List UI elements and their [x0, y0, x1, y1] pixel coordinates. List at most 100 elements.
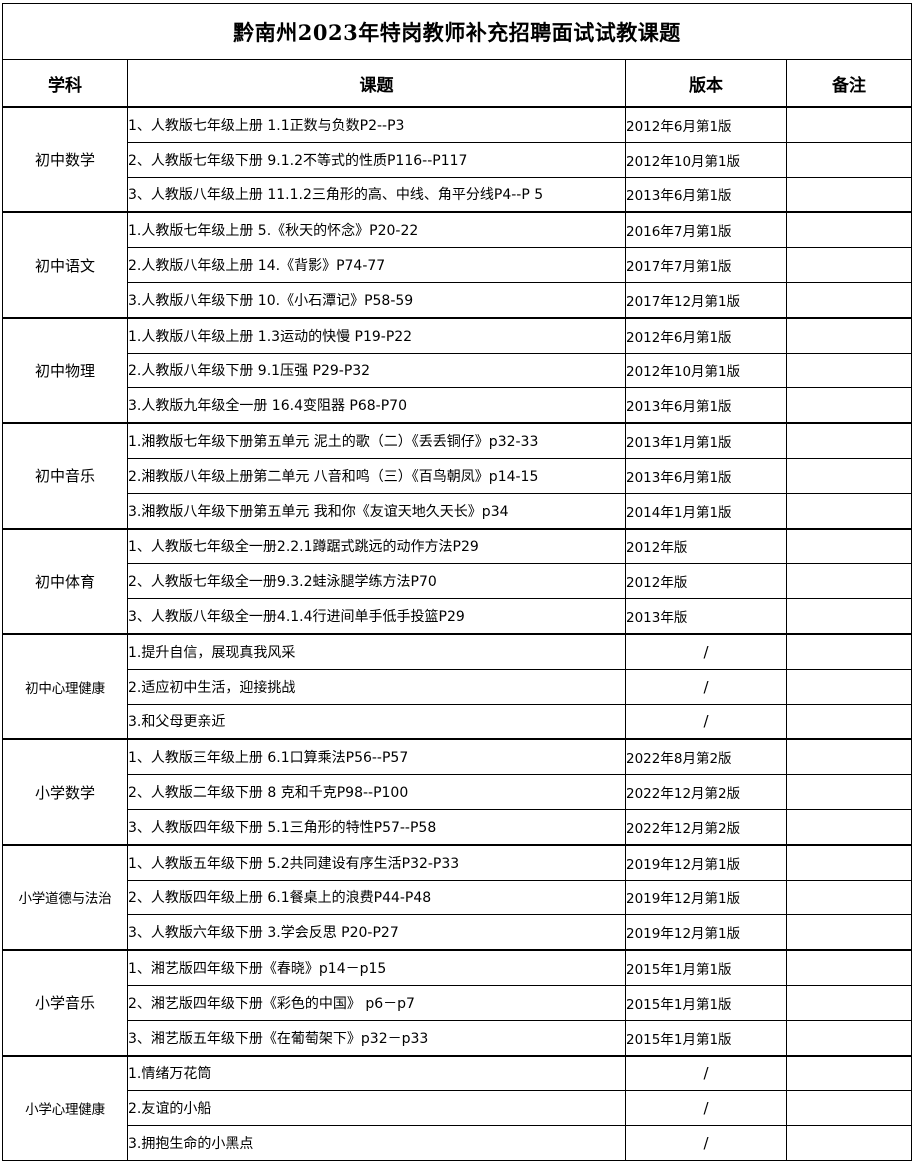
topic-cell: 2、湘艺版四年级下册《彩色的中国》 p6－p7	[127, 984, 626, 1021]
remark-cell	[785, 632, 913, 670]
remark-cell	[785, 808, 913, 846]
topic-cell: 3.人教版八年级下册 10.《小石潭记》P58-59	[127, 281, 626, 319]
version-cell: /	[625, 632, 787, 670]
version-cell: 2016年7月第1版	[625, 211, 787, 249]
version-cell: 2012年版	[625, 563, 787, 600]
version-cell: 2015年1月第1版	[625, 984, 787, 1021]
subject-cell: 小学道德与法治	[2, 843, 128, 951]
subject-cell: 小学心理健康	[2, 1054, 128, 1161]
table-row: 2、人教版四年级上册 6.1餐桌上的浪费P44-P48 2019年12月第1版	[3, 879, 913, 916]
version-cell: 2019年12月第1版	[625, 879, 787, 916]
table-row: 2.人教版八年级上册 14.《背影》P74-77 2017年7月第1版	[3, 247, 913, 283]
table-row: 初中数学 1、人教版七年级上册 1.1正数与负数P2--P3 2012年6月第1版	[2, 105, 913, 213]
subject-cell: 小学音乐	[2, 949, 128, 1057]
version-cell: 2022年8月第2版	[625, 738, 787, 776]
remark-cell	[785, 774, 913, 810]
topic-cell: 3、湘艺版五年级下册《在葡萄架下》p32－p33	[127, 1019, 626, 1057]
table-row: 3、人教版六年级下册 3.学会反思 P20-P27 2019年12月第1版	[3, 914, 913, 951]
remark-cell	[785, 879, 913, 916]
table-row: 小学数学 1、人教版三年级上册 6.1口算乘法P56--P57 2022年8月第2版	[2, 738, 913, 846]
remark-cell	[785, 1090, 913, 1127]
remark-cell	[785, 527, 913, 565]
table-body: 黔南州2023年特岗教师补充招聘面试试教课题 学科 课题 版本 备注 初中数学 1…	[1, 3, 913, 1161]
remark-cell	[785, 1019, 913, 1057]
table-row: 2.友谊的小船 /	[3, 1090, 913, 1127]
topic-cell: 1.人教版七年级上册 5.《秋天的怀念》P20-22	[127, 211, 626, 249]
column-header-subject: 学科	[2, 59, 128, 108]
remark-cell	[785, 1125, 913, 1161]
table-row: 3.和父母更亲近 /	[3, 703, 913, 740]
remark-cell	[785, 105, 913, 143]
version-cell: 2019年12月第1版	[625, 843, 787, 881]
topic-cell: 2.湘教版八年级上册第二单元 八音和鸣（三）《百鸟朝凤》p14-15	[127, 457, 626, 494]
topic-cell: 3.和父母更亲近	[127, 703, 626, 740]
remark-cell	[785, 914, 913, 951]
table-row: 初中物理 1.人教版八年级上册 1.3运动的快慢 P19-P22 2012年6月第1…	[2, 316, 913, 424]
version-cell: 2012年6月第1版	[625, 316, 787, 354]
subject-cell: 小学数学	[2, 738, 128, 846]
remark-cell	[785, 492, 913, 530]
topic-cell: 1、人教版三年级上册 6.1口算乘法P56--P57	[127, 738, 626, 776]
remark-cell	[785, 316, 913, 354]
subject-cell: 初中心理健康	[2, 632, 128, 740]
version-cell: 2019年12月第1版	[625, 914, 787, 951]
version-cell: 2022年12月第2版	[625, 774, 787, 810]
topic-cell: 2、人教版四年级上册 6.1餐桌上的浪费P44-P48	[127, 879, 626, 916]
version-cell: 2012年6月第1版	[625, 105, 787, 143]
table-row: 3.人教版八年级下册 10.《小石潭记》P58-59 2017年12月第1版	[3, 281, 913, 319]
topic-cell: 1、人教版五年级下册 5.2共同建设有序生活P32-P33	[127, 843, 626, 881]
subject-cell: 初中音乐	[2, 422, 128, 530]
remark-cell	[785, 984, 913, 1021]
topic-cell: 1.人教版八年级上册 1.3运动的快慢 P19-P22	[127, 316, 626, 354]
table-row: 2、人教版七年级下册 9.1.2不等式的性质P116--P117 2012年10月…	[3, 141, 913, 178]
remark-cell	[785, 281, 913, 319]
version-cell: /	[625, 703, 787, 740]
table-row: 初中心理健康 1.提升自信，展现真我风采 /	[2, 632, 913, 740]
topic-cell: 3、人教版八年级全一册4.1.4行进间单手低手投篮P29	[127, 598, 626, 635]
topic-cell: 2.人教版八年级下册 9.1压强 P29-P32	[127, 352, 626, 389]
table-row: 2.人教版八年级下册 9.1压强 P29-P32 2012年10月第1版	[3, 352, 913, 389]
topic-cell: 2.友谊的小船	[127, 1090, 626, 1127]
topic-cell: 2.人教版八年级上册 14.《背影》P74-77	[127, 247, 626, 283]
topic-cell: 3.拥抱生命的小黑点	[127, 1125, 626, 1161]
column-header-topic: 课题	[127, 59, 626, 108]
topic-cell: 1.提升自信，展现真我风采	[127, 632, 626, 670]
remark-cell	[785, 668, 913, 705]
version-cell: 2013年6月第1版	[625, 176, 787, 213]
remark-cell	[785, 422, 913, 459]
table-row: 3、湘艺版五年级下册《在葡萄架下》p32－p33 2015年1月第1版	[3, 1019, 913, 1057]
topic-cell: 3、人教版四年级下册 5.1三角形的特性P57--P58	[127, 808, 626, 846]
table-row: 小学音乐 1、湘艺版四年级下册《春晓》p14－p15 2015年1月第1版	[2, 949, 913, 1057]
topic-cell: 2、人教版七年级下册 9.1.2不等式的性质P116--P117	[127, 141, 626, 178]
version-cell: 2017年7月第1版	[625, 247, 787, 283]
table-row: 3、人教版四年级下册 5.1三角形的特性P57--P58 2022年12月第2版	[3, 808, 913, 846]
table-row: 2、人教版七年级全一册9.3.2蛙泳腿学练方法P70 2012年版	[3, 563, 913, 600]
version-cell: 2013年6月第1版	[625, 387, 787, 424]
remark-cell	[785, 141, 913, 178]
table-row: 初中语文 1.人教版七年级上册 5.《秋天的怀念》P20-22 2016年7月第1版	[2, 211, 913, 319]
remark-cell	[785, 598, 913, 635]
version-cell: /	[625, 1090, 787, 1127]
remark-cell	[785, 563, 913, 600]
version-cell: /	[625, 668, 787, 705]
topic-cell: 1.情绪万花筒	[127, 1054, 626, 1092]
topic-cell: 2.适应初中生活，迎接挑战	[127, 668, 626, 705]
header-row: 学科 课题 版本 备注	[2, 59, 913, 108]
version-cell: 2015年1月第1版	[625, 1019, 787, 1057]
topic-cell: 1.湘教版七年级下册第五单元 泥土的歌（二）《丢丢铜仔》p32-33	[127, 422, 626, 459]
version-cell: 2013年6月第1版	[625, 457, 787, 494]
table-row: 2.湘教版八年级上册第二单元 八音和鸣（三）《百鸟朝凤》p14-15 2013年6…	[3, 457, 913, 494]
table-row: 3.拥抱生命的小黑点 /	[3, 1125, 913, 1161]
remark-cell	[785, 176, 913, 213]
topic-cell: 3.湘教版八年级下册第五单元 我和你《友谊天地久天长》p34	[127, 492, 626, 530]
version-cell: 2012年10月第1版	[625, 352, 787, 389]
table-row: 2、湘艺版四年级下册《彩色的中国》 p6－p7 2015年1月第1版	[3, 984, 913, 1021]
remark-cell	[785, 387, 913, 424]
title-row: 黔南州2023年特岗教师补充招聘面试试教课题	[1, 3, 913, 60]
topic-cell: 3.人教版九年级全一册 16.4变阻器 P68-P70	[127, 387, 626, 424]
version-cell: 2015年1月第1版	[625, 949, 787, 986]
remark-cell	[785, 457, 913, 494]
version-cell: 2013年1月第1版	[625, 422, 787, 459]
table-row: 3.人教版九年级全一册 16.4变阻器 P68-P70 2013年6月第1版	[3, 387, 913, 424]
subject-cell: 初中物理	[2, 316, 128, 424]
